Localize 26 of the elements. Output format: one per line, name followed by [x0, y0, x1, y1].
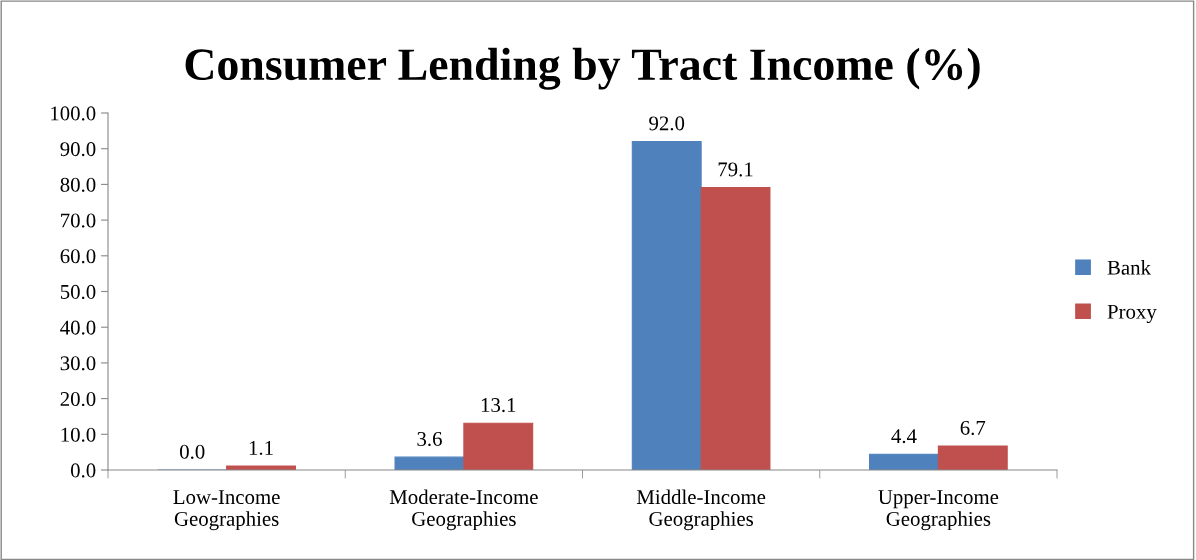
data-label: 6.7: [960, 420, 986, 435]
y-tick-label: 10.0: [61, 427, 96, 442]
data-label: 13.1: [481, 398, 516, 413]
y-tick-label: 70.0: [61, 213, 96, 228]
y-tick-label: 90.0: [60, 142, 96, 157]
y-tick-label: 80.0: [60, 177, 96, 192]
data-label: 92.0: [649, 116, 685, 131]
y-tick-label: 100.0: [51, 106, 96, 121]
legend-label: Bank: [1107, 260, 1151, 275]
data-label: 3.6: [417, 431, 442, 447]
legend-label: Proxy: [1107, 304, 1157, 324]
y-tick-label: 30.0: [60, 356, 96, 371]
y-tick-label: 50.0: [60, 284, 96, 300]
x-tick-label: Middle-Income Geographies: [636, 489, 766, 531]
y-tick-label: 20.0: [60, 391, 96, 407]
chart-title: Consumer Lending by Tract Income (%): [185, 47, 980, 90]
x-tick-label: Upper-Income Geographies: [878, 490, 999, 531]
y-tick-label: 40.0: [60, 320, 96, 335]
data-label: 4.4: [891, 429, 917, 444]
y-tick-label: 0.0: [70, 463, 96, 478]
data-label: 79.1: [718, 162, 753, 177]
data-label: 0.0: [180, 444, 205, 459]
x-tick-label: Moderate-Income Geographies: [389, 489, 538, 531]
data-label: 1.1: [249, 440, 273, 455]
y-tick-label: 60.0: [60, 249, 96, 264]
x-tick-label: Low-Income Geographies: [173, 490, 280, 531]
